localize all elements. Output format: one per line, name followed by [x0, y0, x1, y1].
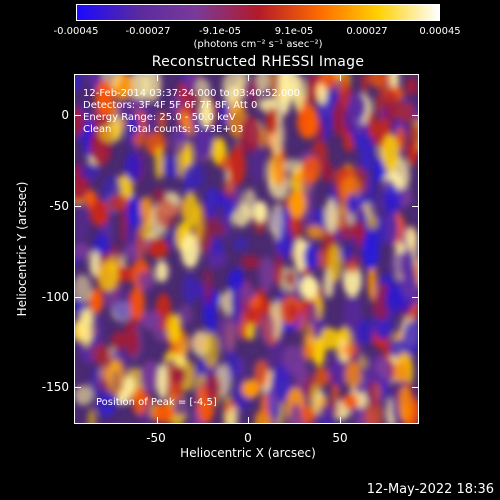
detectors-label: Detectors: 3F 4F 5F 6F 7F 8F, Att 0	[83, 100, 258, 111]
colorbar-tick: 9.1e-05	[274, 26, 314, 37]
energy-range-label: Energy Range: 25.0 - 50.0 keV	[83, 112, 236, 123]
plot-title: Reconstructed RHESSI Image	[151, 54, 365, 70]
colorbar-tick: -0.00045	[53, 26, 99, 37]
x-tick-label: 50	[332, 431, 348, 445]
x-tick-label: -50	[146, 431, 166, 445]
x-tick-label: 0	[244, 431, 252, 445]
colorbar	[76, 4, 440, 21]
y-tick-label: -100	[41, 290, 69, 304]
colorbar-tick: -9.1e-05	[199, 26, 241, 37]
y-tick-label: 0	[61, 108, 69, 122]
peak-position-label: Position of Peak = [-4,5]	[96, 397, 217, 408]
time-range-label: 12-Feb-2014 03:37:24.000 to 03:40:52.000	[83, 88, 301, 99]
colorbar-tick: -0.00027	[125, 26, 171, 37]
timestamp: 12-May-2022 18:36	[366, 482, 494, 497]
x-axis-label: Heliocentric X (arcsec)	[180, 446, 316, 460]
colorbar-tick: 0.00027	[346, 26, 388, 37]
rhessi-image-map	[75, 75, 418, 423]
y-tick-label: -50	[49, 199, 69, 213]
colorbar-tick: 0.00045	[419, 26, 461, 37]
y-tick-label: -150	[41, 380, 69, 394]
clean-counts-label: Clean Total counts: 5.73E+03	[83, 124, 244, 135]
y-axis-label: Heliocentric Y (arcsec)	[15, 181, 29, 317]
image-plot: 12-Feb-2014 03:37:24.000 to 03:40:52.000…	[74, 74, 419, 424]
colorbar-units: (photons cm⁻² s⁻¹ asec⁻²)	[193, 39, 323, 50]
